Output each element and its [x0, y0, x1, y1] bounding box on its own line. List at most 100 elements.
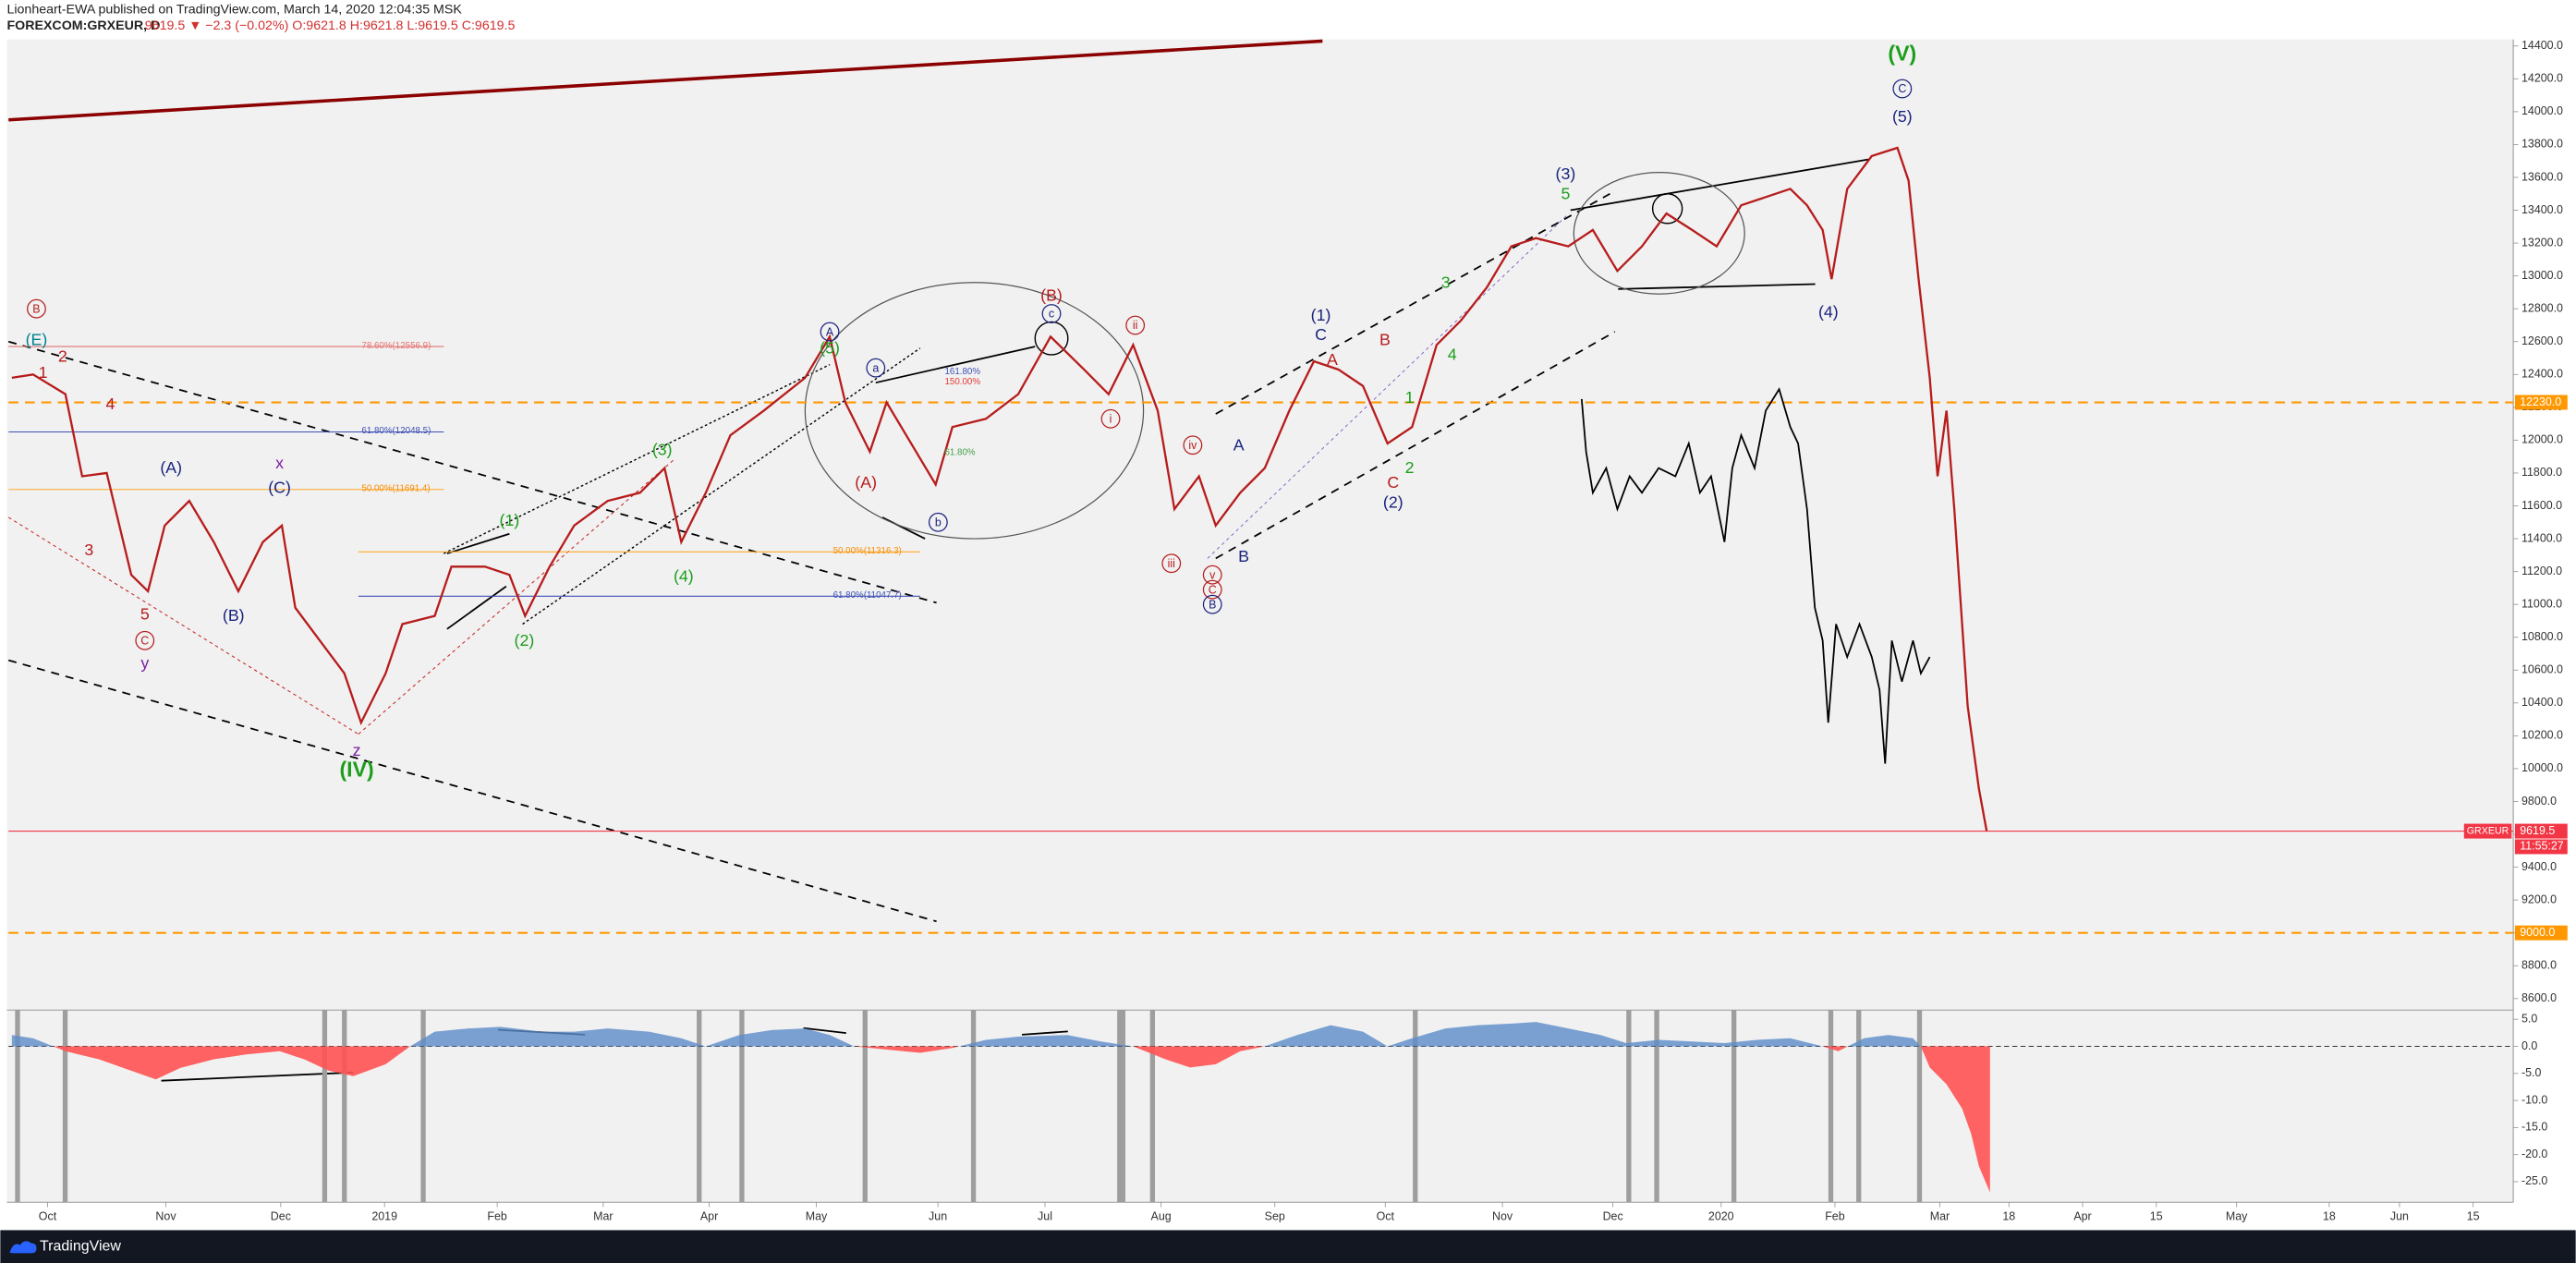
wave-label: B — [1209, 598, 1216, 611]
wave-circle — [1892, 79, 1913, 99]
price-line — [11, 146, 1988, 832]
fib-label: 50.00%(11316.3) — [833, 546, 902, 556]
y-tick-label: -15.0 — [2521, 1121, 2547, 1134]
x-tick-label: Apr — [700, 1210, 718, 1223]
wave-circle — [1125, 315, 1146, 335]
wave-label: (3) — [652, 441, 673, 459]
x-tick-label: Apr — [2073, 1210, 2091, 1223]
x-tick-label: Mar — [1930, 1210, 1950, 1223]
wave-label: (B) — [223, 606, 245, 625]
price-tag-label: 9619.5 — [2520, 824, 2555, 837]
x-tick-label: Aug — [1151, 1210, 1172, 1223]
wave-label: (2) — [1383, 493, 1403, 512]
brand: TradingView — [40, 1238, 121, 1254]
price-tag — [2514, 925, 2568, 941]
y-tick-label: 12600.0 — [2521, 334, 2563, 347]
y-tick-label: 10000.0 — [2521, 761, 2563, 774]
wave-label: z — [353, 741, 361, 759]
price-tag-label: 9000.0 — [2520, 926, 2555, 939]
x-tick-label: 2019 — [371, 1210, 397, 1223]
y-tick-label: 0.0 — [2521, 1039, 2537, 1052]
y-tick-label: 14400.0 — [2521, 39, 2563, 52]
y-tick-label: 11200.0 — [2521, 565, 2562, 577]
plot-area — [6, 39, 2514, 1203]
wave-circle — [1100, 408, 1121, 429]
x-tick-label: May — [2226, 1210, 2248, 1223]
wave-label: (B) — [1040, 286, 1063, 305]
wave-label: 3 — [84, 540, 93, 559]
wave-label: (1) — [500, 511, 520, 529]
y-tick-label: 11400.0 — [2521, 531, 2562, 544]
wave-label: (A) — [160, 458, 182, 477]
wave-label: (4) — [674, 567, 694, 586]
y-tick-label: 10600.0 — [2521, 663, 2563, 676]
wave-label: (3) — [1556, 164, 1576, 183]
x-tick-label: Sep — [1265, 1210, 1285, 1223]
wave-label: (2) — [515, 631, 535, 650]
x-tick-label: Dec — [1603, 1210, 1623, 1223]
y-tick-label: 14000.0 — [2521, 104, 2563, 117]
wave-circle — [820, 322, 840, 342]
wave-circle — [1202, 594, 1222, 614]
x-tick-label: Feb — [1825, 1210, 1845, 1223]
wave-circle — [1202, 565, 1222, 585]
y-tick-label: 13000.0 — [2521, 269, 2563, 282]
y-tick-label: 13400.0 — [2521, 203, 2563, 216]
y-tick-label: -25.0 — [2521, 1174, 2547, 1187]
brand-logo — [9, 1241, 37, 1254]
price-line — [1580, 387, 1931, 764]
y-tick-label: 5.0 — [2521, 1012, 2537, 1025]
y-tick-label: 12800.0 — [2521, 301, 2563, 314]
wave-label: (V) — [1888, 42, 1916, 66]
wave-label: A — [1233, 435, 1245, 454]
wave-label: 1 — [39, 363, 48, 382]
y-tick-label: 14200.0 — [2521, 72, 2563, 85]
x-tick-label: Jul — [1038, 1210, 1052, 1223]
y-tick-label: 9200.0 — [2521, 893, 2557, 905]
wave-label: (5) — [1892, 107, 1913, 126]
footer-bar — [0, 1230, 2576, 1263]
fib-label: 61.80%(12048.5) — [361, 426, 431, 436]
wave-label: C — [1898, 82, 1906, 95]
wave-label: b — [935, 516, 942, 528]
wave-circle — [1161, 553, 1182, 574]
wave-label: C — [140, 634, 149, 647]
wave-label: (C) — [268, 479, 291, 497]
fib-label: 161.80% — [944, 367, 980, 377]
y-tick-label: 8800.0 — [2521, 959, 2557, 972]
y-tick-label: 9400.0 — [2521, 860, 2557, 873]
y-tick-label: 10800.0 — [2521, 630, 2563, 643]
oscillator-positive — [11, 1022, 1921, 1047]
x-tick-label: Oct — [39, 1210, 57, 1223]
y-tick-label: -5.0 — [2521, 1066, 2542, 1079]
wave-label: c — [1049, 308, 1054, 321]
fib-label: 150.00% — [944, 377, 980, 387]
y-tick-label: 8600.0 — [2521, 991, 2557, 1004]
wave-label: 5 — [140, 604, 150, 623]
price-tag-label: 12230.0 — [2520, 395, 2561, 408]
wave-circle — [1202, 579, 1222, 600]
wave-label: a — [872, 361, 879, 374]
symbol: FOREXCOM:GRXEUR, D — [6, 18, 160, 33]
x-tick-label: Mar — [593, 1210, 613, 1223]
wave-label: 4 — [105, 395, 115, 413]
wave-label: (4) — [1818, 302, 1839, 321]
y-tick-label: -10.0 — [2521, 1093, 2547, 1106]
y-tick-label: 12000.0 — [2521, 433, 2563, 446]
wave-label: 5 — [1561, 184, 1570, 202]
y-tick-label: 11800.0 — [2521, 466, 2562, 479]
x-tick-label: Feb — [487, 1210, 507, 1223]
wave-circle — [135, 630, 155, 650]
x-tick-label: 15 — [2150, 1210, 2163, 1223]
x-tick-label: Jun — [929, 1210, 947, 1223]
wave-label: B — [1379, 331, 1391, 349]
x-tick-label: 18 — [2323, 1210, 2336, 1223]
x-tick-label: 2020 — [1708, 1210, 1734, 1223]
wave-circle — [866, 358, 886, 378]
y-tick-label: 10200.0 — [2521, 729, 2563, 742]
wave-label: C — [1387, 473, 1399, 492]
wave-label: 2 — [1405, 458, 1415, 477]
y-tick-label: 13800.0 — [2521, 138, 2563, 151]
